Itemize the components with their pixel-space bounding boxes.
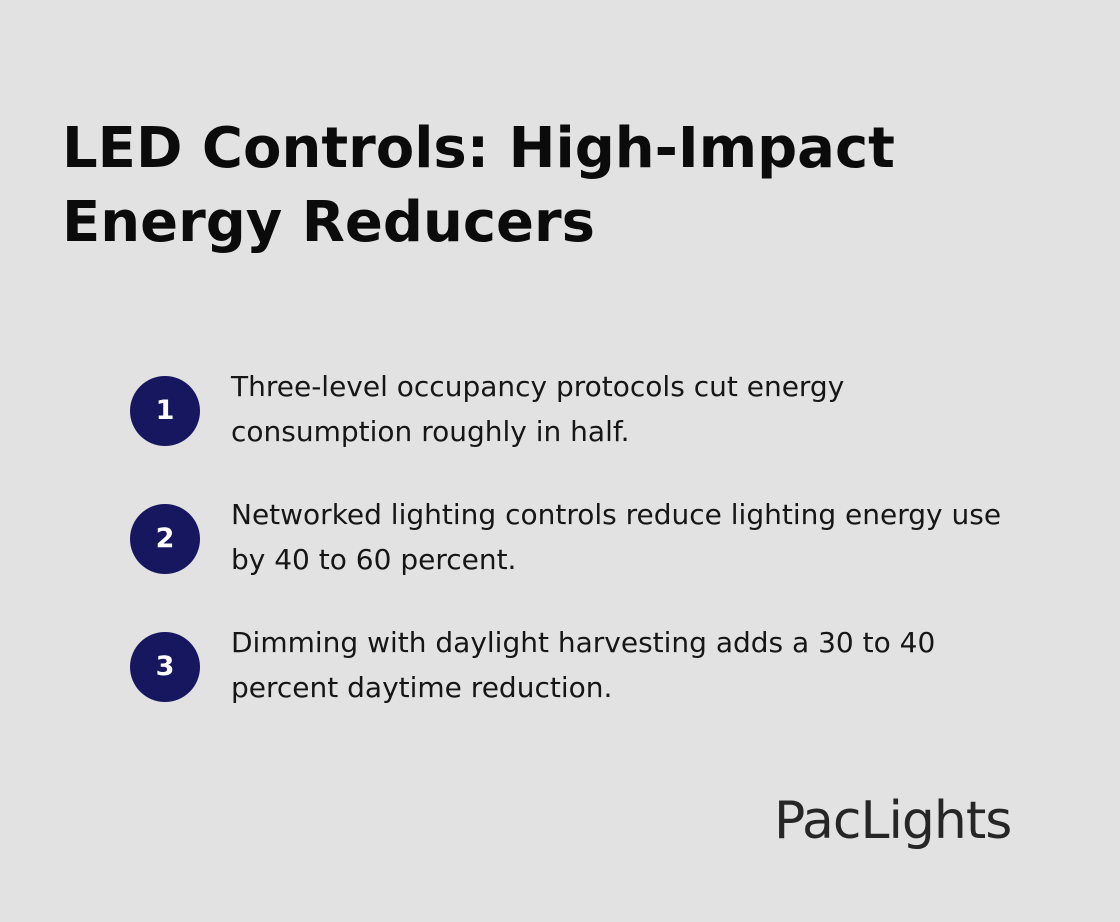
list-item-text-line-2: consumption roughly in half. — [231, 409, 844, 454]
number-badge: 2 — [130, 504, 200, 574]
list-item-text-line-2: percent daytime reduction. — [231, 665, 935, 710]
list-item-text: Dimming with daylight harvesting adds a … — [231, 620, 935, 710]
number-badge: 1 — [130, 376, 200, 446]
page-title-line-1: LED Controls: High-Impact — [62, 112, 1062, 186]
paclights-logo: PacLights — [774, 788, 1064, 854]
list-item-text-line-1: Dimming with daylight harvesting adds a … — [231, 620, 935, 665]
list-item-text: Three-level occupancy protocols cut ener… — [231, 364, 844, 454]
list-item-text-line-1: Three-level occupancy protocols cut ener… — [231, 364, 844, 409]
list-item-text-line-1: Networked lighting controls reduce light… — [231, 492, 1001, 537]
list-item-1: 1 Three-level occupancy protocols cut en… — [130, 376, 1070, 466]
list-item-text: Networked lighting controls reduce light… — [231, 492, 1001, 582]
number-badge: 3 — [130, 632, 200, 702]
list-item-text-line-2: by 40 to 60 percent. — [231, 537, 1001, 582]
page-title: LED Controls: High-Impact Energy Reducer… — [62, 112, 1062, 260]
list-item-3: 3 Dimming with daylight harvesting adds … — [130, 632, 1070, 722]
page-title-line-2: Energy Reducers — [62, 186, 1062, 260]
list-item-2: 2 Networked lighting controls reduce lig… — [130, 504, 1070, 594]
